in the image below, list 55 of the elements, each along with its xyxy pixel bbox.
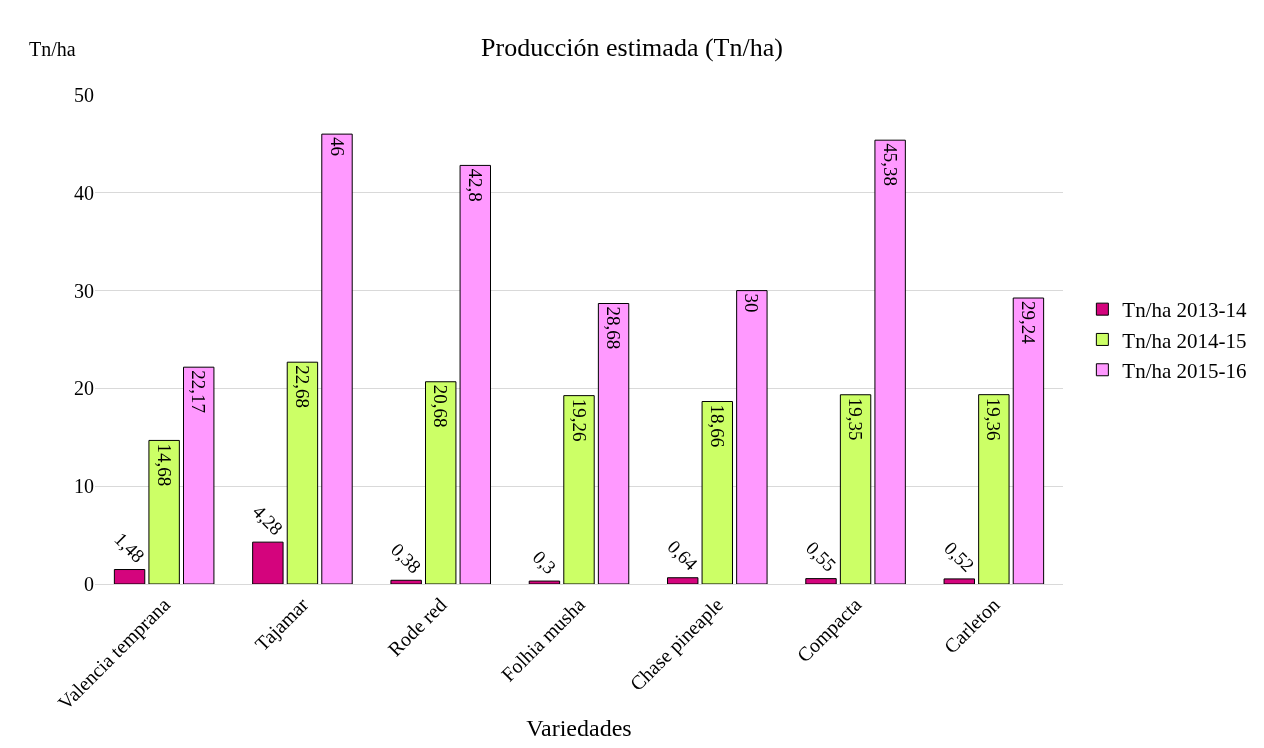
bar — [390, 579, 422, 584]
legend-label: Tn/ha 2014-15 — [1122, 328, 1247, 353]
data-label: 0,3 — [528, 546, 561, 579]
data-label: 22,68 — [291, 365, 313, 408]
bar — [874, 139, 906, 584]
x-axis-title: Variedades — [526, 714, 632, 741]
y-tick-label: 10 — [74, 475, 94, 498]
bar — [943, 578, 975, 584]
y-tick-label: 40 — [74, 181, 94, 204]
data-label: 18,66 — [706, 404, 728, 448]
y-tick-label: 50 — [74, 84, 94, 106]
bar — [736, 290, 768, 584]
y-tick-label: 20 — [74, 377, 94, 400]
data-label: 20,68 — [430, 384, 452, 428]
legend-label: Tn/ha 2015-16 — [1122, 358, 1247, 383]
x-tick-label: Rode red — [383, 593, 451, 661]
bar — [1012, 297, 1045, 584]
bar — [667, 577, 699, 584]
bar — [563, 395, 595, 584]
bar — [252, 541, 284, 584]
bar — [321, 133, 353, 584]
bar — [459, 164, 491, 584]
chart-title: Producción estimada (Tn/ha) — [481, 32, 783, 62]
data-label: 19,36 — [983, 397, 1005, 441]
y-tick-label: 30 — [74, 279, 94, 302]
data-label: 19,35 — [845, 397, 867, 441]
data-label: 22,17 — [188, 370, 210, 413]
bar — [528, 580, 561, 584]
data-label: 42,8 — [464, 168, 486, 202]
data-label: 0,52 — [940, 537, 979, 576]
bar — [113, 569, 146, 584]
legend-label: Tn/ha 2013-14 — [1122, 298, 1248, 323]
bar — [286, 361, 319, 584]
bar — [597, 303, 630, 584]
data-label: 28,68 — [603, 306, 625, 350]
data-label: 14,68 — [153, 443, 175, 487]
bar — [978, 394, 1010, 584]
bar — [425, 381, 457, 584]
data-label: 4,28 — [248, 500, 288, 540]
data-label: 29,24 — [1017, 301, 1039, 345]
bar — [183, 366, 215, 584]
bar — [148, 439, 180, 584]
bar — [839, 394, 872, 584]
data-label: 0,55 — [801, 537, 841, 576]
data-label: 0,64 — [663, 536, 703, 575]
data-label: 45,38 — [879, 143, 901, 186]
y-axis-title: Tn/ha — [29, 38, 76, 60]
data-label: 30 — [741, 293, 763, 313]
y-tick-label: 0 — [84, 573, 94, 595]
data-label: 1,48 — [110, 528, 149, 567]
data-label: 46 — [326, 137, 348, 157]
bar — [805, 578, 837, 584]
data-label: 0,38 — [386, 538, 426, 578]
bar — [701, 401, 733, 584]
data-label: 19,26 — [568, 398, 590, 442]
